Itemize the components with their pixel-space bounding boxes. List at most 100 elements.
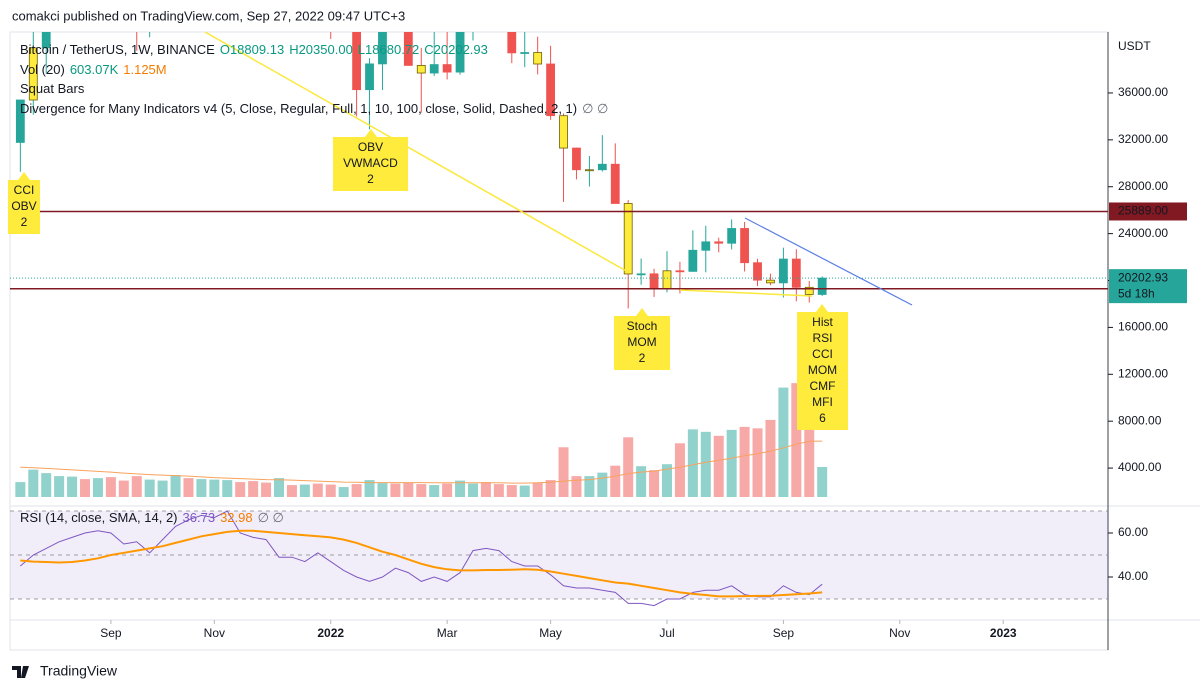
volume-bar (726, 429, 737, 497)
candle-body (15, 99, 25, 143)
rsi-line (20, 529, 823, 598)
annotation-text: RSI (812, 331, 832, 345)
annotation-text: MOM (627, 335, 656, 349)
annotation-box (614, 316, 670, 370)
candle-body (28, 47, 38, 101)
candle-body (469, 0, 477, 31)
y-tick-label: 32000.00 (1118, 132, 1168, 146)
y-tick-label: 12000.00 (1118, 366, 1168, 380)
currency-label: USDT (1118, 39, 1151, 53)
candle-body (804, 286, 814, 295)
legend-row: Vol (20) 603.07K 1.125M (20, 62, 172, 77)
candle-body (507, 32, 517, 54)
candle-body (584, 169, 594, 172)
candle-body (610, 163, 620, 204)
volume-bar (545, 480, 556, 497)
volume-bar (351, 484, 362, 497)
annotation-pointer (18, 172, 30, 180)
candle-body (442, 64, 452, 73)
candle-body (403, 32, 413, 66)
volume-bar (416, 484, 427, 497)
annotation-text: MFI (812, 395, 833, 409)
candle-body (455, 32, 465, 73)
candle-body (597, 163, 607, 171)
volume-bar (661, 464, 672, 497)
volume-bar (248, 481, 259, 497)
candle-body (714, 241, 724, 244)
candle-body (727, 228, 737, 244)
y-tick-label: 60.00 (1118, 525, 1148, 539)
annotation-pointer (816, 304, 828, 312)
x-tick-label: May (539, 626, 562, 640)
symbol: Bitcoin / TetherUS, 1W, BINANCE (20, 42, 215, 57)
y-tick-label: 28000.00 (1118, 179, 1168, 193)
volume-bar (377, 483, 388, 497)
x-tick-label: Sep (773, 626, 795, 640)
candle-body (778, 258, 788, 284)
volume-bar (105, 477, 116, 497)
candle-body (533, 52, 543, 65)
rsi-value: 36.73 (182, 510, 216, 525)
annotation-text: 2 (367, 172, 374, 186)
annotation-text: MOM (808, 363, 837, 377)
annotation-text: 2 (21, 215, 28, 229)
annotation-text: Stoch (627, 319, 658, 333)
volume-ma-line (20, 440, 823, 484)
volume-bar (15, 482, 26, 497)
price-label: 25889.00 (1118, 204, 1168, 218)
candle-body (740, 228, 749, 264)
x-tick-label: 2022 (317, 626, 344, 640)
candle-body (675, 270, 685, 273)
volume-bar (610, 465, 621, 497)
volume-bar (80, 479, 91, 497)
volume-bar (183, 478, 194, 497)
legend-row: Squat Bars (20, 81, 89, 96)
rsi-layer (10, 510, 1108, 607)
trend-line (204, 32, 629, 273)
x-tick-label: Nov (889, 626, 910, 640)
y-tick-label: 16000.00 (1118, 320, 1168, 334)
footer-logo: TradingView (40, 663, 118, 679)
candle-body (546, 63, 555, 117)
volume-bar (403, 482, 414, 497)
volume-bar (739, 426, 750, 497)
candle-body (636, 273, 646, 276)
y-tick-label: 36000.00 (1118, 85, 1168, 99)
volume-bar (299, 484, 310, 497)
volume-bar (209, 479, 220, 497)
volume-bar (54, 476, 65, 497)
candle-body (495, 0, 503, 21)
candle-body (701, 241, 711, 251)
x-tick-label: 2023 (990, 626, 1017, 640)
price-label: 20202.93 (1118, 270, 1168, 284)
volume-bar (597, 472, 608, 497)
ohlc: H20350.00 (289, 42, 353, 57)
volume-bar (157, 480, 168, 497)
candle-body (817, 277, 827, 295)
candle-body (416, 65, 426, 74)
candle-body (365, 63, 374, 91)
annotation-pointer (636, 308, 648, 316)
candle-body (429, 64, 439, 74)
volume-bar (261, 482, 272, 497)
annotation-text: CCI (812, 347, 833, 361)
volume-bar (506, 485, 517, 497)
volume-bar (480, 482, 491, 497)
volume-bar (131, 476, 142, 497)
candle-body (352, 32, 362, 91)
x-tick-label: Mar (437, 626, 458, 640)
candle-body (520, 52, 530, 54)
annotation-text: OBV (11, 199, 36, 213)
candle-body (572, 147, 581, 171)
annotation-text: CMF (810, 379, 836, 393)
price-countdown: 5d 18h (1118, 286, 1155, 300)
volume-bar (170, 475, 181, 497)
volume-bar (700, 431, 711, 497)
volume-bar (558, 447, 569, 497)
vol-title: Vol (20) (20, 62, 65, 77)
volume-bar (286, 485, 297, 497)
candle-body (41, 32, 51, 49)
volume-bar (455, 480, 466, 497)
volume-bar (325, 484, 336, 497)
